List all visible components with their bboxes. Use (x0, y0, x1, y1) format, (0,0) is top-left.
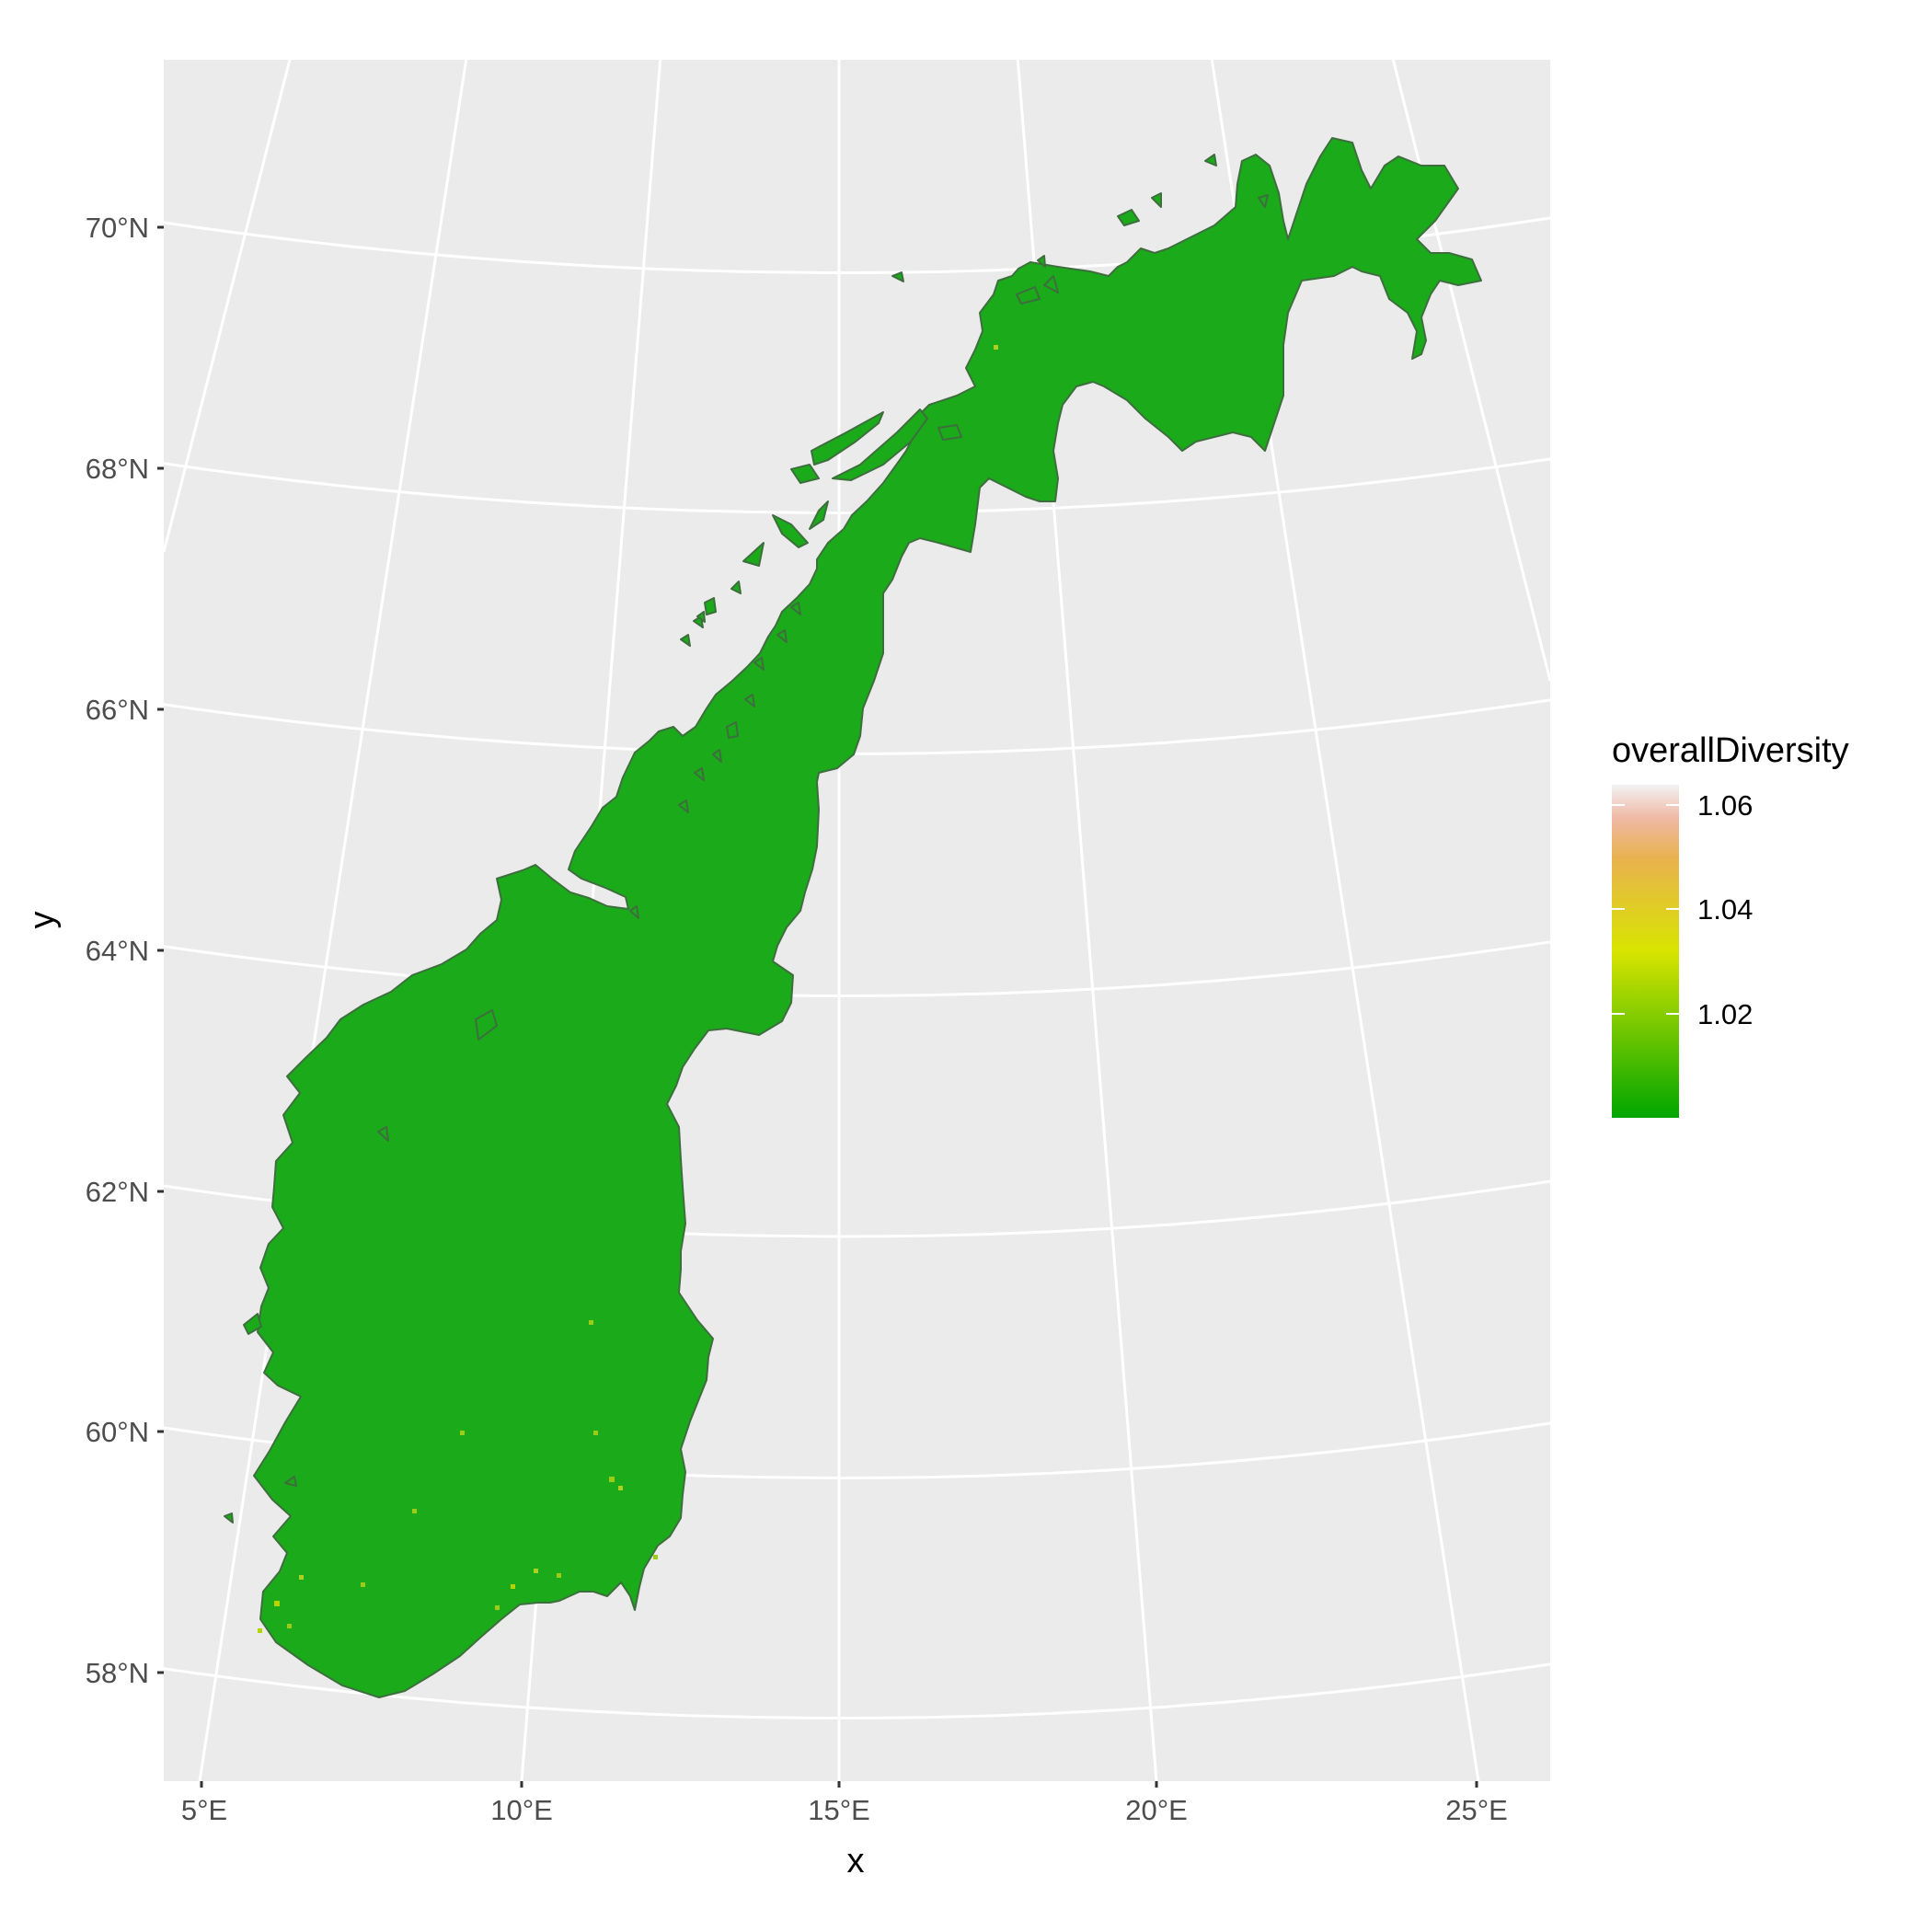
coastal-islands (224, 154, 1269, 1524)
y-tick-label: 70°N (86, 212, 149, 244)
y-tick-label: 66°N (86, 694, 149, 726)
legend-colorbar (1612, 785, 1679, 1118)
diversity-cell-highlights (258, 345, 998, 1633)
x-tick-label: 5°E (181, 1794, 227, 1826)
legend-label: 1.02 (1697, 998, 1753, 1030)
legend-title: overallDiversity (1612, 731, 1849, 770)
x-tick-label: 15°E (808, 1794, 870, 1826)
x-tick-label: 20°E (1125, 1794, 1188, 1826)
color-legend: overallDiversity 1.06 1.04 1.02 (1612, 731, 1849, 1118)
x-tick-label: 25°E (1445, 1794, 1508, 1826)
y-axis: 58°N 60°N 62°N 64°N 66°N 68°N 70°N (86, 212, 164, 1689)
norway-landmass (224, 137, 1482, 1698)
legend-label: 1.06 (1697, 789, 1753, 822)
legend-label: 1.04 (1697, 893, 1753, 926)
y-axis-title: y (23, 912, 62, 929)
x-axis: 5°E 10°E 15°E 20°E 25°E (181, 1781, 1508, 1826)
x-tick-label: 10°E (490, 1794, 553, 1826)
x-axis-title: x (847, 1842, 865, 1880)
y-tick-label: 58°N (86, 1657, 149, 1689)
y-tick-label: 62°N (86, 1176, 149, 1208)
y-tick-label: 60°N (86, 1416, 149, 1448)
mainland-norway (253, 137, 1482, 1698)
y-tick-label: 68°N (86, 453, 149, 485)
y-tick-label: 64°N (86, 935, 149, 967)
